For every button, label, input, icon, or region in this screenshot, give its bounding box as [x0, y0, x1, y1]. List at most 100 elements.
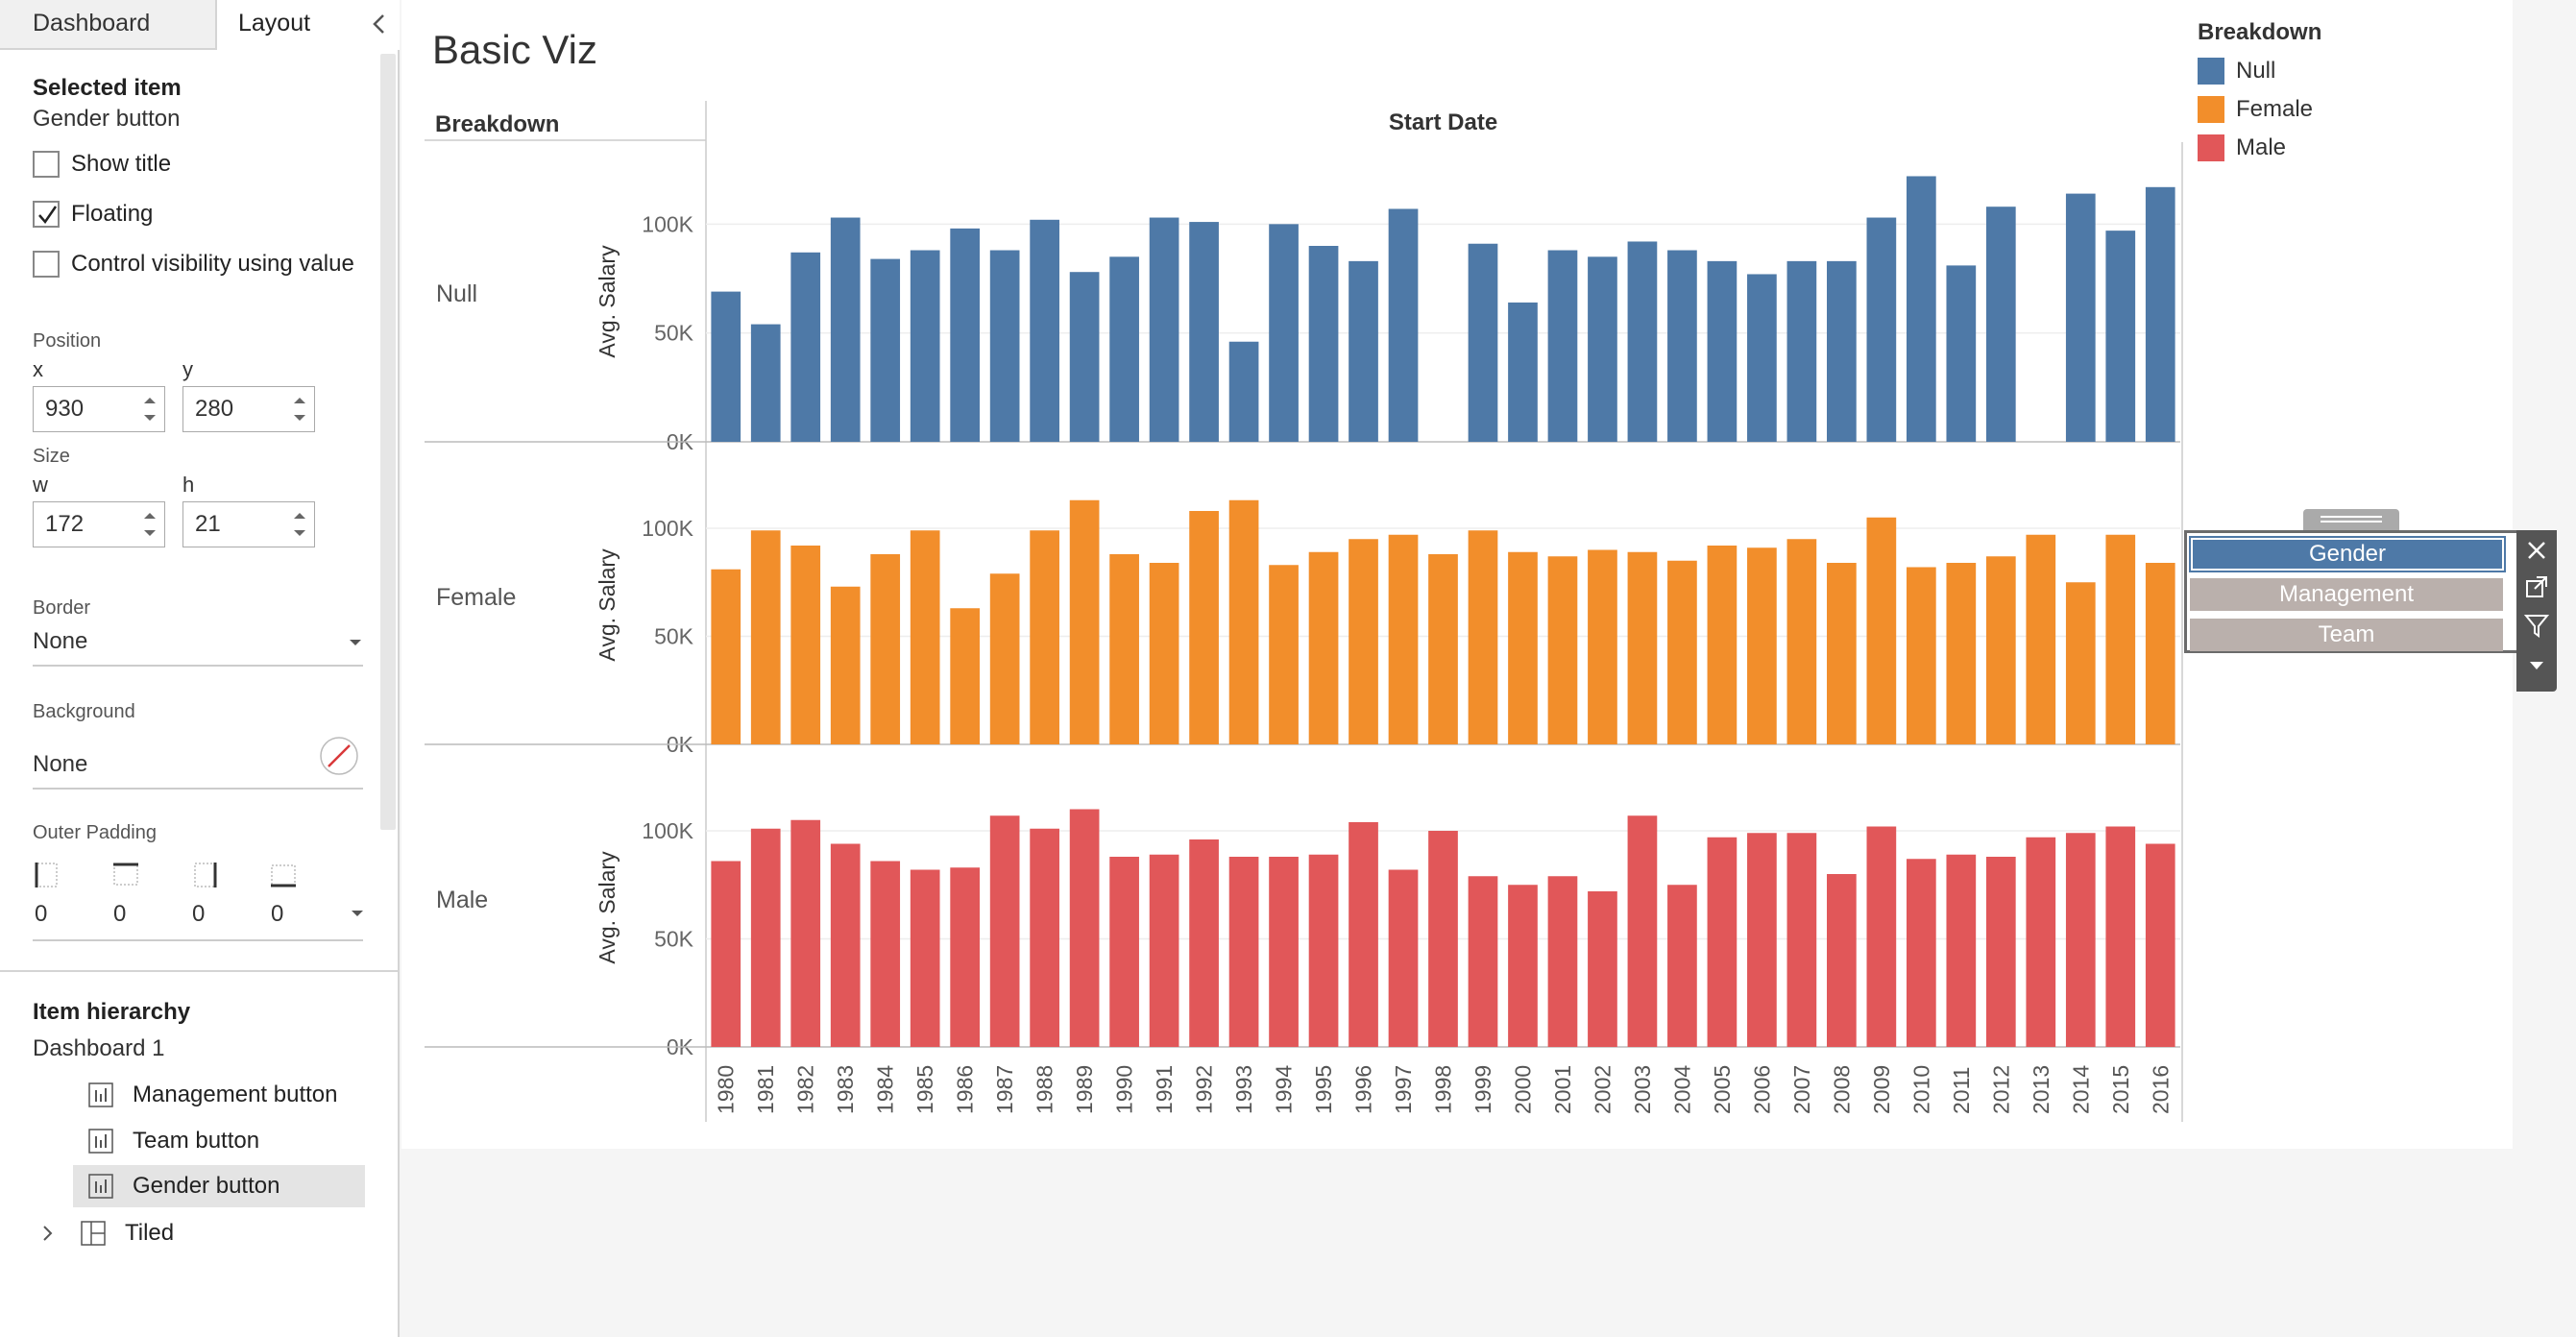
collapse-panel-icon[interactable] [365, 10, 394, 38]
bar-null-2005 [1707, 260, 1738, 442]
bar-female-1990 [1109, 554, 1139, 744]
x-tick-label: 2009 [1869, 1065, 1894, 1114]
panel-scrollbar[interactable] [380, 54, 396, 830]
bar-male-1985 [910, 869, 940, 1047]
legend-swatch [2198, 96, 2224, 123]
padding-left-icon[interactable] [33, 861, 61, 889]
border-dropdown[interactable]: None [33, 622, 363, 667]
y-tick-label: 50K [654, 321, 694, 346]
y-position-input[interactable]: 280 [182, 386, 315, 432]
hierarchy-item-label: Gender button [133, 1173, 280, 1199]
control-visibility-checkbox[interactable]: Control visibility using value [33, 248, 354, 280]
bar-female-2012 [1985, 556, 2016, 744]
padding-bottom-value[interactable]: 0 [271, 901, 284, 927]
tab-dashboard[interactable]: Dashboard [0, 0, 217, 50]
outer-padding-label: Outer Padding [33, 822, 157, 843]
size-label: Size [33, 446, 70, 467]
legend-label: Male [2236, 134, 2287, 160]
bar-female-1999 [1468, 530, 1498, 744]
team-button[interactable]: Team [2190, 619, 2503, 651]
close-icon[interactable] [2522, 536, 2551, 565]
bar-female-1981 [750, 530, 781, 744]
hierarchy-item-tiled[interactable]: Tiled [38, 1212, 365, 1254]
hierarchy-item-team-button[interactable]: Team button [73, 1120, 365, 1162]
hierarchy-root[interactable]: Dashboard 1 [33, 1035, 165, 1061]
bar-null-1981 [750, 324, 781, 442]
bar-null-2002 [1588, 256, 1617, 442]
x-tick-label: 1983 [833, 1065, 858, 1114]
padding-top-value[interactable]: 0 [113, 901, 127, 927]
checkbox-box[interactable] [33, 251, 60, 278]
row-label-null: Null [436, 280, 477, 307]
bar-null-2003 [1627, 241, 1658, 442]
drag-handle[interactable] [2303, 509, 2399, 530]
stepper-arrows-icon[interactable] [135, 502, 164, 547]
legend-item-null[interactable]: Null [2198, 52, 2390, 90]
bar-male-1986 [950, 867, 981, 1047]
padding-underline [33, 939, 363, 941]
background-dropdown[interactable]: None [33, 745, 363, 790]
x-tick-label: 1986 [953, 1065, 978, 1114]
padding-left-value[interactable]: 0 [35, 901, 48, 927]
tab-layout[interactable]: Layout [217, 0, 400, 50]
filter-icon[interactable] [2522, 611, 2551, 640]
hierarchy-item-management-button[interactable]: Management button [73, 1074, 365, 1116]
bar-null-1990 [1109, 256, 1139, 442]
bar-female-1996 [1349, 539, 1378, 744]
height-input[interactable]: 21 [182, 501, 315, 547]
border-label: Border [33, 597, 91, 619]
bar-null-1997 [1388, 208, 1419, 442]
padding-right-icon[interactable] [190, 861, 219, 889]
control-visibility-label: Control visibility using value [71, 251, 354, 277]
bar-null-2007 [1786, 260, 1817, 442]
x-tick-label: 1993 [1231, 1065, 1256, 1114]
padding-top-icon[interactable] [111, 861, 140, 889]
bar-male-1983 [830, 843, 861, 1047]
y-tick-label: 50K [654, 927, 694, 952]
bar-null-1991 [1149, 217, 1179, 442]
stepper-arrows-icon[interactable] [285, 387, 314, 431]
legend-label: Null [2236, 58, 2276, 84]
bar-null-2015 [2105, 231, 2136, 442]
chevron-down-icon[interactable] [350, 909, 365, 918]
color-picker-icon[interactable] [319, 736, 359, 776]
gender-button[interactable]: Gender [2191, 538, 2504, 571]
bar-female-1982 [790, 546, 821, 744]
bar-male-2001 [1547, 876, 1578, 1047]
bar-null-1992 [1189, 222, 1219, 442]
checkbox-box[interactable] [33, 151, 60, 178]
bar-male-2013 [2026, 837, 2056, 1047]
width-input[interactable]: 172 [33, 501, 165, 547]
x-tick-label: 1985 [912, 1065, 937, 1114]
bar-male-2015 [2105, 826, 2136, 1047]
bar-male-2005 [1707, 837, 1738, 1047]
row-label-female: Female [436, 584, 516, 611]
x-tick-label: 1992 [1192, 1065, 1217, 1114]
floating-checkbox[interactable]: Floating [33, 198, 153, 231]
bar-null-2009 [1866, 217, 1897, 442]
x-position-input[interactable]: 930 [33, 386, 165, 432]
bar-null-2010 [1906, 176, 1936, 442]
x-tick-label: 1998 [1431, 1065, 1456, 1114]
row-label-male: Male [436, 887, 488, 913]
bar-female-1993 [1228, 499, 1259, 744]
checkbox-box[interactable] [33, 201, 60, 228]
more-options-icon[interactable] [2522, 651, 2551, 680]
open-external-icon[interactable] [2522, 572, 2551, 601]
legend-item-female[interactable]: Female [2198, 90, 2390, 129]
show-title-checkbox[interactable]: Show title [33, 148, 171, 181]
bar-female-2011 [1946, 563, 1977, 744]
bar-male-2003 [1627, 815, 1658, 1047]
x-tick-label: 2006 [1749, 1065, 1774, 1114]
x-tick-label: 1996 [1351, 1065, 1376, 1114]
management-button[interactable]: Management [2190, 578, 2503, 611]
stepper-arrows-icon[interactable] [285, 502, 314, 547]
y-tick-label: 100K [642, 211, 693, 236]
padding-bottom-icon[interactable] [269, 861, 298, 889]
hierarchy-item-gender-button[interactable]: Gender button [73, 1165, 365, 1207]
x-tick-label: 1981 [753, 1065, 778, 1114]
stepper-arrows-icon[interactable] [135, 387, 164, 431]
legend-item-male[interactable]: Male [2198, 129, 2390, 167]
chevron-right-icon[interactable] [38, 1224, 58, 1243]
padding-right-value[interactable]: 0 [192, 901, 206, 927]
